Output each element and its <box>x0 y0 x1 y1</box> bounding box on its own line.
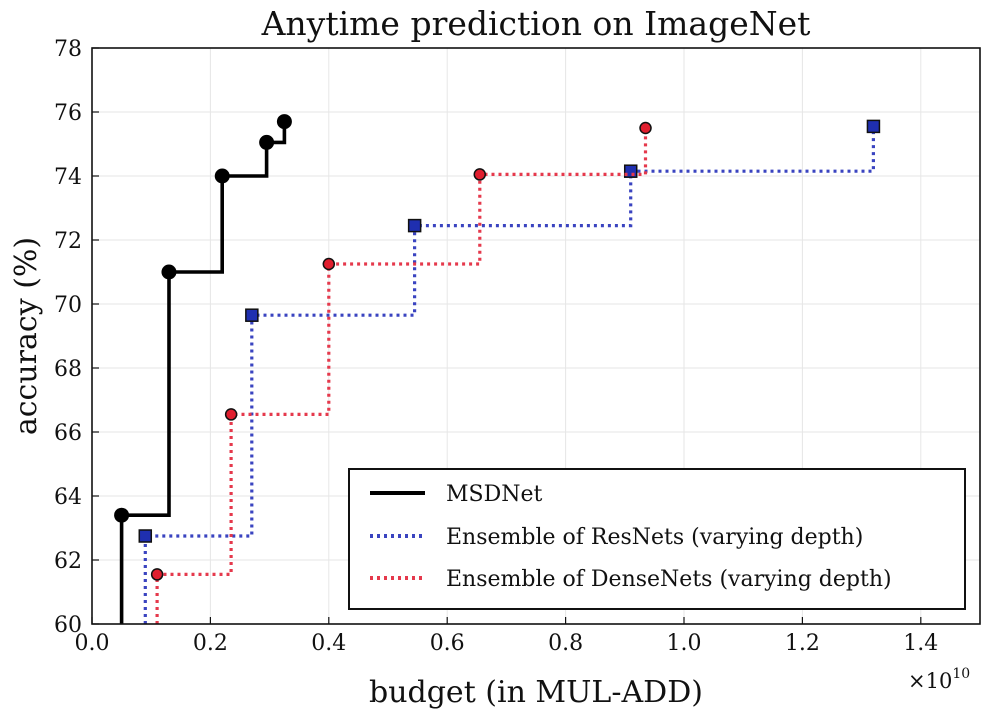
series-0 <box>114 114 292 624</box>
ticks: 0.0 0.2 0.4 0.6 0.8 1.0 1.2 1.4 60 62 64 66 68 70 72 74… <box>54 37 938 656</box>
data-point <box>161 264 177 280</box>
data-point <box>224 408 238 421</box>
x-tick-label: 0.2 <box>193 631 228 656</box>
series-line <box>143 126 875 624</box>
data-point <box>322 257 336 271</box>
y-tick-label: 64 <box>54 485 82 510</box>
y-tick-label: 66 <box>54 421 82 446</box>
series-layer <box>114 114 881 624</box>
legend-label-msdnet: MSDNet <box>446 482 543 507</box>
y-axis-label: accuracy (%) <box>9 237 44 435</box>
series-2 <box>150 121 652 624</box>
y-tick-label: 70 <box>54 293 82 318</box>
series-line <box>119 121 287 624</box>
data-point <box>866 119 881 134</box>
x-tick-label: 0.8 <box>548 631 583 656</box>
y-tick-label: 78 <box>54 37 82 62</box>
legend-box <box>348 468 966 610</box>
data-point <box>276 114 292 130</box>
chart-title: Anytime prediction on ImageNet <box>261 4 811 43</box>
data-point <box>138 529 153 543</box>
x-tick-label: 1.2 <box>785 631 820 656</box>
y-tick-label: 68 <box>54 357 82 382</box>
legend: MSDNet Ensemble of ResNets (varying dept… <box>348 468 966 610</box>
x-exponent-power: 10 <box>952 666 970 682</box>
y-tick-label: 74 <box>54 165 82 190</box>
x-tick-label: 1.0 <box>667 631 702 656</box>
data-point <box>150 568 164 581</box>
y-tick-label: 72 <box>54 229 82 254</box>
x-tick-label: 0.0 <box>75 631 110 656</box>
series-line <box>155 128 648 624</box>
data-point <box>114 507 130 523</box>
x-exponent-label: ×1010 <box>908 666 970 693</box>
y-tick-label: 76 <box>54 101 82 126</box>
data-point <box>214 168 230 184</box>
legend-label-densenets: Ensemble of DenseNets (varying depth) <box>446 567 892 592</box>
data-point <box>407 218 422 233</box>
x-tick-label: 1.4 <box>903 631 938 656</box>
x-exponent-base: ×10 <box>908 669 952 693</box>
data-point <box>473 168 487 181</box>
x-tick-label: 0.4 <box>311 631 346 656</box>
x-tick-label: 0.6 <box>430 631 465 656</box>
y-tick-label: 62 <box>54 549 82 574</box>
data-point <box>259 134 275 150</box>
plot-frame <box>91 47 981 625</box>
series-1 <box>138 119 881 624</box>
data-point <box>639 121 652 135</box>
x-axis-label: budget (in MUL-ADD) <box>369 675 703 710</box>
legend-label-resnets: Ensemble of ResNets (varying depth) <box>446 525 863 550</box>
y-tick-label: 60 <box>54 613 82 638</box>
data-point <box>245 308 259 322</box>
